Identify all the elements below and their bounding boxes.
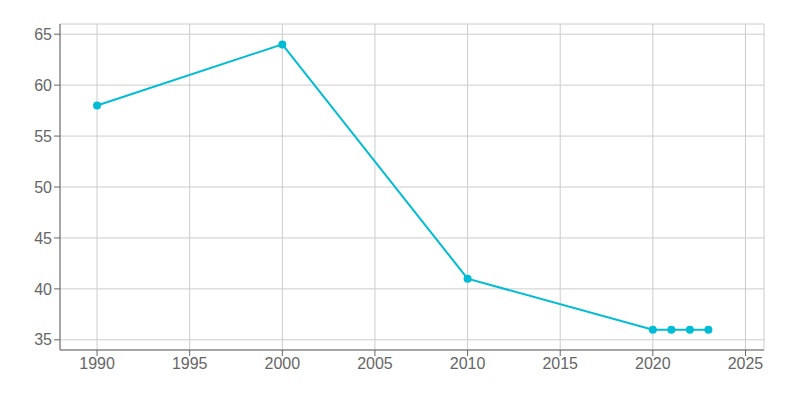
svg-text:2010: 2010 (450, 355, 486, 372)
svg-text:50: 50 (34, 179, 52, 196)
svg-text:2015: 2015 (542, 355, 578, 372)
svg-text:2025: 2025 (728, 355, 764, 372)
svg-text:1990: 1990 (79, 355, 115, 372)
svg-text:2000: 2000 (265, 355, 301, 372)
svg-text:55: 55 (34, 128, 52, 145)
svg-text:35: 35 (34, 331, 52, 348)
svg-text:60: 60 (34, 77, 52, 94)
svg-text:45: 45 (34, 230, 52, 247)
svg-text:40: 40 (34, 281, 52, 298)
svg-text:1995: 1995 (172, 355, 208, 372)
svg-text:2020: 2020 (635, 355, 671, 372)
svg-text:65: 65 (34, 26, 52, 43)
svg-text:2005: 2005 (357, 355, 393, 372)
